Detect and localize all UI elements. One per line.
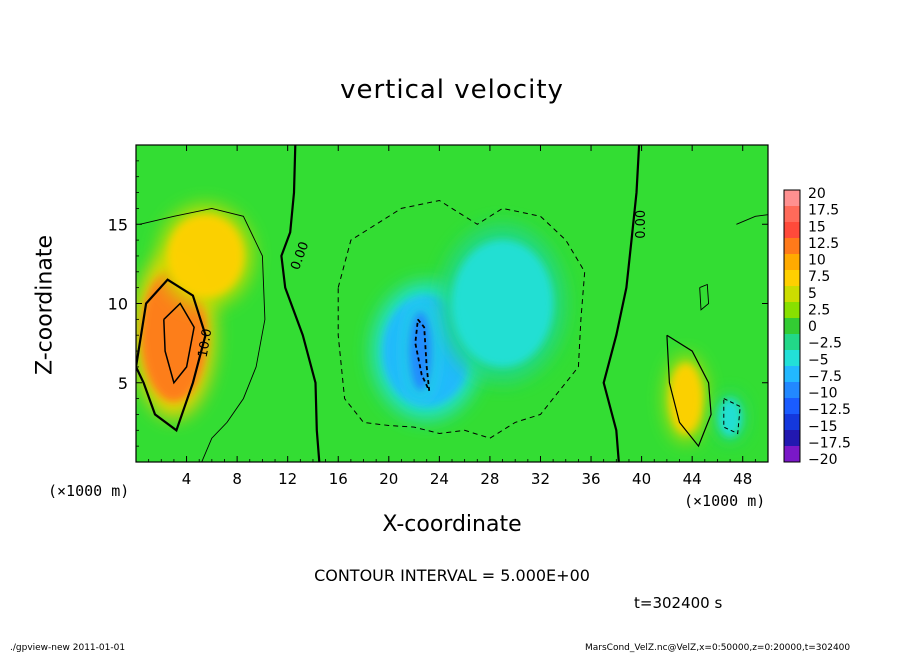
colorbar-swatch xyxy=(784,222,800,239)
footer-source: MarsCond_VelZ.nc@VelZ,x=0:50000,z=0:2000… xyxy=(585,643,851,653)
colorbar-swatch xyxy=(784,318,800,335)
footer-command: ./gpview-new 2011-01-01 xyxy=(10,643,126,653)
y-tick-label: 5 xyxy=(118,374,128,393)
x-axis-unit-label: (×1000 m) xyxy=(684,492,766,510)
x-tick-label: 24 xyxy=(430,470,449,488)
x-tick-label: 16 xyxy=(329,470,348,488)
contour-interval-label: CONTOUR INTERVAL = 5.000E+00 xyxy=(314,566,590,585)
colorbar-swatch xyxy=(784,190,800,207)
colorbar-label: 5 xyxy=(808,286,817,302)
contour-lines xyxy=(136,145,768,462)
contour-minus-five xyxy=(337,199,586,439)
contour-minus-ten xyxy=(414,318,431,392)
contour-zero-west xyxy=(280,145,321,462)
colorbar-label: −12.5 xyxy=(808,402,851,418)
contour-five-east xyxy=(666,334,712,448)
contour-ten-west xyxy=(136,278,207,433)
y-axis-label: Z-coordinate xyxy=(32,235,58,375)
x-tick-label: 12 xyxy=(278,470,297,488)
x-tick-label: 8 xyxy=(232,470,242,488)
y-tick-label: 15 xyxy=(108,215,128,234)
colorbar-label: 10 xyxy=(808,253,826,269)
colorbar-label: 17.5 xyxy=(808,203,839,219)
colorbar-swatch xyxy=(784,286,800,303)
colorbar-label: −2.5 xyxy=(808,336,842,352)
colorbar-label: 0 xyxy=(808,319,817,335)
colorbar-label: 7.5 xyxy=(808,269,830,285)
colorbar-label: 20 xyxy=(808,186,826,202)
blob-downdraft-center-east xyxy=(452,240,554,367)
colorbar-label: 15 xyxy=(808,219,826,235)
x-tick-label: 20 xyxy=(379,470,398,488)
colorbar-label: −10 xyxy=(808,386,838,402)
chart-title: vertical velocity xyxy=(340,75,564,105)
x-tick-label: 36 xyxy=(581,470,600,488)
colorbar-swatch xyxy=(784,270,800,287)
colorbar-frame xyxy=(783,189,801,463)
x-tick-label: 44 xyxy=(683,470,702,488)
colorbar-label: −17.5 xyxy=(808,435,851,451)
colorbar-swatch xyxy=(784,350,800,367)
colorbar-swatch xyxy=(784,430,800,447)
x-tick-label: 32 xyxy=(531,470,550,488)
blob-updraft-west-upper xyxy=(167,214,244,298)
colorbar-label: 12.5 xyxy=(808,236,839,252)
blob-downdraft-core xyxy=(409,311,432,391)
colorbar-swatch xyxy=(784,366,800,383)
contour-label-2: 10.0 xyxy=(196,328,216,359)
contour-minus-five-east xyxy=(723,398,741,435)
colorbar-label: −20 xyxy=(808,452,838,468)
contour-zero-east xyxy=(602,145,641,462)
contour-five-west xyxy=(139,207,266,462)
blob-downdraft-east xyxy=(718,398,742,437)
y-tick-label: 10 xyxy=(108,295,128,314)
colorbar-label: −15 xyxy=(808,419,838,435)
contour-label-1: 0.00 xyxy=(634,210,649,239)
colorbar-swatch xyxy=(784,238,800,255)
x-tick-label: 48 xyxy=(733,470,752,488)
colorbar-swatch xyxy=(784,446,800,463)
x-tick-label: 40 xyxy=(632,470,651,488)
colorbar-swatch xyxy=(784,334,800,351)
contour-ten-inner xyxy=(163,302,195,385)
colorbar-label: −7.5 xyxy=(808,369,842,385)
contour-east-edge xyxy=(736,214,768,225)
x-tick-label: 28 xyxy=(480,470,499,488)
colorbar-swatch xyxy=(784,382,800,399)
colorbar-swatch xyxy=(784,414,800,431)
colorbar-swatch xyxy=(784,254,800,271)
x-tick-label: 4 xyxy=(182,470,192,488)
contour-east-small xyxy=(699,283,710,311)
colorbar-swatch xyxy=(784,398,800,415)
colorbar-label: 2.5 xyxy=(808,302,830,318)
x-axis-label: X-coordinate xyxy=(382,512,522,537)
colorbar-swatch xyxy=(784,302,800,319)
time-label: t=302400 s xyxy=(634,594,723,612)
blob-updraft-east xyxy=(669,363,703,434)
colorbar-label: −5 xyxy=(808,352,829,368)
colorbar-swatch xyxy=(784,206,800,223)
y-axis-unit-label: (×1000 m) xyxy=(48,482,130,500)
colorbar: 2017.51512.5107.552.50−2.5−5−7.5−10−12.5… xyxy=(783,186,851,468)
